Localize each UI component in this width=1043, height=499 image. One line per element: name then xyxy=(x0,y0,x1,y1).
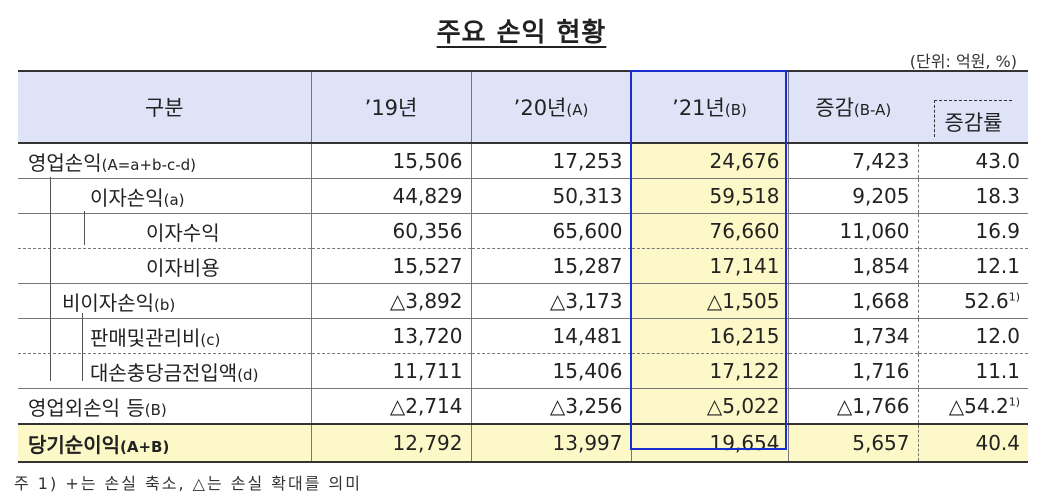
table-row-total: 당기순이익(A+B) 12,792 13,997 19,654 5,657 40… xyxy=(18,423,1028,463)
cell-2019: 44,829 xyxy=(310,178,471,214)
cell-2021: △5,022 xyxy=(630,388,788,424)
cell-2019: 12,792 xyxy=(310,423,471,463)
cell-rate: 18.3 xyxy=(917,178,1028,214)
cell-rate: 43.0 xyxy=(917,143,1028,179)
header-rate: 증감률 xyxy=(918,70,1028,144)
table-row: 판매및관리비(c) 13,720 14,481 16,215 1,734 12.… xyxy=(18,318,1028,354)
cell-2021: 17,141 xyxy=(630,248,788,284)
cell-2019: 15,527 xyxy=(310,248,471,284)
table-row: 영업외손익 등(B) △2,714 △3,256 △5,022 △1,766 △… xyxy=(18,388,1028,424)
cell-2019: 11,711 xyxy=(310,353,471,389)
row-label: 이자비용 xyxy=(18,248,311,284)
row-label: 판매및관리비(c) xyxy=(18,318,311,354)
cell-2019: 13,720 xyxy=(310,318,471,354)
cell-2021: △1,505 xyxy=(630,283,788,319)
header-category: 구분 xyxy=(18,70,311,144)
hierarchy-line xyxy=(84,211,85,245)
table-row: 이자손익(a) 44,829 50,313 59,518 9,205 18.3 xyxy=(18,178,1028,214)
table-row: 이자수익 60,356 65,600 76,660 11,060 16.9 xyxy=(18,213,1028,249)
table-row: 이자비용 15,527 15,287 17,141 1,854 12.1 xyxy=(18,248,1028,284)
footnote-marker: 1) xyxy=(1008,395,1020,409)
cell-change: 1,716 xyxy=(787,353,918,389)
page-title: 주요 손익 현황 xyxy=(436,18,607,48)
cell-2019: 15,506 xyxy=(310,143,471,179)
cell-2020: △3,173 xyxy=(470,283,631,319)
cell-rate: 11.1 xyxy=(917,353,1028,389)
row-label: 이자수익 xyxy=(18,213,311,249)
cell-change: 11,060 xyxy=(787,213,918,249)
header-2019: ’19년 xyxy=(310,70,471,144)
cell-change: △1,766 xyxy=(787,388,918,424)
cell-change: 5,657 xyxy=(787,423,918,463)
header-2021: ’21년(B) xyxy=(630,70,788,144)
cell-change: 1,668 xyxy=(787,283,918,319)
cell-2020: 15,287 xyxy=(470,248,631,284)
row-label: 이자손익(a) xyxy=(18,178,311,214)
cell-change: 9,205 xyxy=(787,178,918,214)
cell-2020: 65,600 xyxy=(470,213,631,249)
cell-2021: 17,122 xyxy=(630,353,788,389)
cell-2021: 76,660 xyxy=(630,213,788,249)
cell-rate: △54.21) xyxy=(917,388,1028,424)
hierarchy-line xyxy=(50,177,51,381)
cell-2019: △3,892 xyxy=(310,283,471,319)
cell-2019: 60,356 xyxy=(310,213,471,249)
row-label: 영업외손익 등(B) xyxy=(18,388,311,424)
cell-2020: 17,253 xyxy=(470,143,631,179)
cell-change: 1,734 xyxy=(787,318,918,354)
cell-rate: 12.1 xyxy=(917,248,1028,284)
cell-change: 1,854 xyxy=(787,248,918,284)
hierarchy-line xyxy=(82,313,83,381)
cell-2021: 19,654 xyxy=(630,423,788,463)
table-row: 비이자손익(b) △3,892 △3,173 △1,505 1,668 52.6… xyxy=(18,283,1028,319)
cell-2020: 13,997 xyxy=(470,423,631,463)
cell-2020: 14,481 xyxy=(470,318,631,354)
cell-2020: 50,313 xyxy=(470,178,631,214)
header-2020: ’20년(A) xyxy=(470,70,631,144)
row-label: 비이자손익(b) xyxy=(18,283,311,319)
cell-rate: 12.0 xyxy=(917,318,1028,354)
cell-2021: 16,215 xyxy=(630,318,788,354)
cell-rate: 52.61) xyxy=(917,283,1028,319)
table-row: 영업손익(A=a+b-c-d) 15,506 17,253 24,676 7,4… xyxy=(18,143,1028,179)
table-header-row: 구분 ’19년 ’20년(A) ’21년(B) 증감(B-A) 증감률 xyxy=(18,70,1028,144)
row-label: 영업손익(A=a+b-c-d) xyxy=(28,150,197,175)
cell-2021: 24,676 xyxy=(630,143,788,179)
header-change: 증감(B-A) xyxy=(787,70,918,144)
unit-label: (단위: 억원, %) xyxy=(909,52,1017,71)
cell-rate: 40.4 xyxy=(917,423,1028,463)
cell-2020: 15,406 xyxy=(470,353,631,389)
footnote: 주 1) +는 손실 축소, △는 손실 확대를 의미 xyxy=(14,474,362,493)
cell-2019: △2,714 xyxy=(310,388,471,424)
income-table: 구분 ’19년 ’20년(A) ’21년(B) 증감(B-A) 증감률 영업손익… xyxy=(18,70,1028,463)
footnote-marker: 1) xyxy=(1008,290,1020,304)
cell-rate: 16.9 xyxy=(917,213,1028,249)
cell-change: 7,423 xyxy=(787,143,918,179)
row-label: 당기순이익(A+B) xyxy=(18,423,311,463)
table-row: 대손충당금전입액(d) 11,711 15,406 17,122 1,716 1… xyxy=(18,353,1028,389)
row-label: 대손충당금전입액(d) xyxy=(18,353,311,389)
cell-2021: 59,518 xyxy=(630,178,788,214)
cell-2020: △3,256 xyxy=(470,388,631,424)
